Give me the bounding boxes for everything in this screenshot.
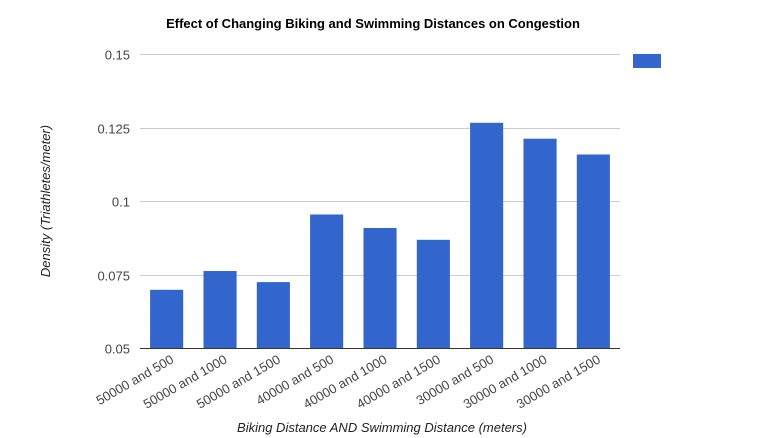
bar bbox=[363, 228, 397, 348]
bars bbox=[150, 122, 610, 348]
bar bbox=[150, 289, 184, 348]
bar bbox=[576, 154, 610, 348]
y-tick-label: 0.075 bbox=[97, 269, 130, 284]
bar bbox=[203, 271, 237, 348]
x-axis-title: Biking Distance AND Swimming Distance (m… bbox=[237, 420, 527, 435]
bar bbox=[310, 214, 344, 348]
y-tick-label: 0.15 bbox=[105, 48, 130, 63]
y-tick-label: 0.1 bbox=[112, 195, 130, 210]
y-tick-label: 0.125 bbox=[97, 122, 130, 137]
y-axis-ticks: 0.05 0.075 0.1 0.125 0.15 bbox=[97, 48, 130, 357]
bar bbox=[523, 138, 557, 348]
y-axis-title: Density (Triathletes/meter) bbox=[38, 125, 53, 277]
bar bbox=[470, 122, 504, 348]
y-tick-label: 0.05 bbox=[105, 342, 130, 357]
legend-swatch bbox=[633, 54, 661, 68]
bar bbox=[416, 239, 450, 348]
bar bbox=[256, 282, 290, 348]
chart-title: Effect of Changing Biking and Swimming D… bbox=[166, 16, 580, 31]
